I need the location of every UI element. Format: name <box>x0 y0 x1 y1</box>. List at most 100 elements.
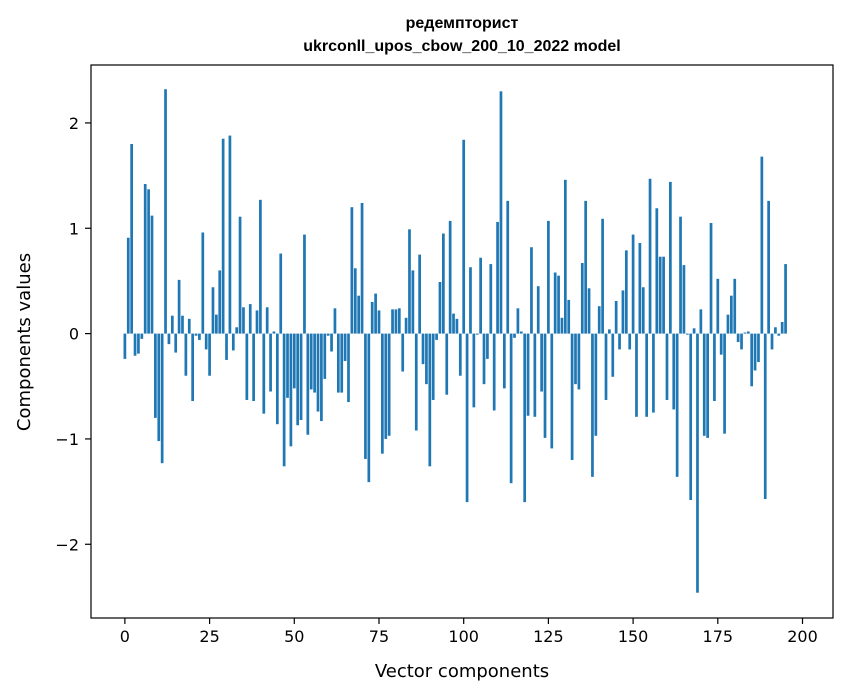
y-tick-label: 2 <box>69 114 79 133</box>
bar <box>716 278 720 334</box>
bar <box>445 333 449 395</box>
x-tick-label: 75 <box>369 627 389 646</box>
bar <box>194 333 198 336</box>
bar <box>418 254 421 334</box>
bar <box>506 200 510 334</box>
bar <box>526 333 530 416</box>
bar <box>591 333 594 477</box>
bar <box>631 234 635 334</box>
x-axis-ticks: 0 25 50 75 100 125 150 175 200 <box>120 618 818 646</box>
x-tick-label: 125 <box>533 627 564 646</box>
bar <box>303 234 306 334</box>
bar <box>628 333 632 350</box>
bar <box>594 333 598 436</box>
bar <box>360 202 364 334</box>
bar <box>516 308 520 334</box>
bar <box>763 333 767 499</box>
bar <box>743 332 747 334</box>
bar <box>655 208 659 334</box>
bar <box>387 333 391 436</box>
bar <box>343 333 347 361</box>
bar <box>472 333 476 408</box>
bar <box>431 333 435 400</box>
bar <box>560 317 564 334</box>
bar <box>435 333 438 340</box>
bar <box>740 333 743 350</box>
bar <box>665 333 669 400</box>
bar <box>513 333 516 338</box>
bar <box>570 333 574 460</box>
bar <box>384 333 388 439</box>
bar <box>648 178 652 334</box>
bar-series <box>123 89 787 593</box>
x-tick-label: 50 <box>284 627 304 646</box>
bar <box>292 333 296 389</box>
bar <box>777 333 781 336</box>
chart-subtitle: ukrconll_upos_cbow_200_10_2022 model <box>303 38 620 55</box>
bar <box>492 333 496 411</box>
bar <box>448 220 452 334</box>
bar <box>733 278 737 334</box>
bar <box>198 333 201 340</box>
bar <box>323 333 327 379</box>
bar <box>225 333 228 360</box>
bar <box>604 333 608 400</box>
bar <box>123 333 127 359</box>
bar <box>130 144 134 334</box>
bar <box>374 293 377 334</box>
bar <box>462 139 466 334</box>
bar <box>340 333 344 393</box>
bar <box>326 333 330 336</box>
bar <box>157 333 161 442</box>
chart-title: редемпторист <box>406 15 519 32</box>
bar <box>248 304 252 334</box>
bar <box>306 333 310 435</box>
bar <box>282 333 286 467</box>
bar <box>635 333 638 417</box>
bar <box>696 333 699 593</box>
bar <box>563 179 567 334</box>
bar <box>597 306 601 334</box>
bar <box>550 333 554 449</box>
bar <box>774 327 777 334</box>
bar <box>394 309 398 334</box>
bar <box>587 288 591 334</box>
bar <box>164 89 167 334</box>
bar <box>692 328 696 334</box>
bar <box>137 333 140 354</box>
bar <box>543 333 547 438</box>
bar <box>496 221 499 334</box>
bar <box>652 333 655 413</box>
bar <box>723 333 726 434</box>
bar <box>621 290 625 334</box>
bar <box>509 333 513 484</box>
bar <box>784 264 787 334</box>
bar <box>428 333 432 467</box>
bar <box>245 333 249 400</box>
bar <box>679 216 682 334</box>
bar <box>279 253 283 334</box>
x-axis-label: Vector components <box>375 661 549 682</box>
bar <box>757 333 760 363</box>
bar <box>608 329 611 334</box>
bar <box>726 314 730 334</box>
bar <box>401 333 405 372</box>
bar <box>533 333 537 417</box>
bar <box>519 331 523 334</box>
bar <box>767 200 770 334</box>
bar <box>177 279 181 334</box>
bar <box>215 314 218 334</box>
x-tick-label: 150 <box>618 627 649 646</box>
bar <box>265 307 269 334</box>
bar <box>201 232 205 334</box>
bar <box>455 318 459 334</box>
bar <box>184 333 188 376</box>
bar <box>574 333 577 385</box>
bar <box>154 333 157 418</box>
y-axis-label: Components values <box>14 253 35 431</box>
bar <box>397 308 401 334</box>
bar <box>479 257 482 334</box>
bar <box>499 91 503 334</box>
bar <box>425 333 428 385</box>
bar <box>404 317 408 334</box>
